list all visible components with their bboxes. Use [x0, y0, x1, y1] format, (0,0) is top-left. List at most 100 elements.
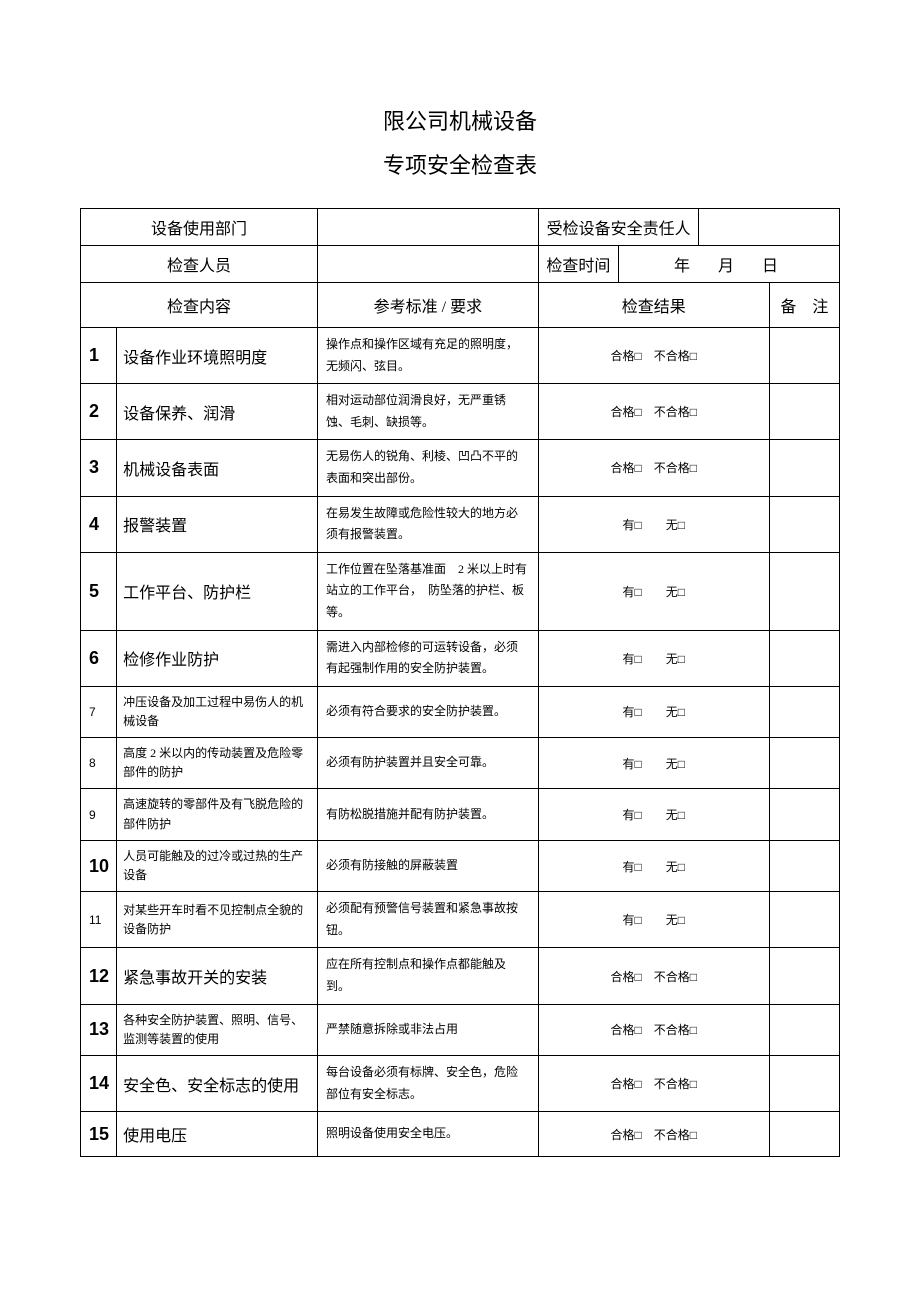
result-pass[interactable]: 合格□: [610, 970, 641, 984]
result-fail[interactable]: 不合格□: [654, 1077, 697, 1091]
row-standard: 操作点和操作区域有充足的照明度，无频闪、弦目。: [317, 328, 538, 384]
row-result[interactable]: 有□ 无□: [538, 630, 769, 686]
result-no[interactable]: 无□: [666, 652, 685, 666]
row-standard: 相对运动部位润滑良好，无严重锈蚀、毛刺、缺损等。: [317, 384, 538, 440]
row-item: 机械设备表面: [117, 440, 318, 496]
dept-label: 设备使用部门: [81, 209, 318, 246]
table-row: 13各种安全防护装置、照明、信号、监测等装置的使用严禁随意拆除或非法占用合格□ …: [81, 1004, 840, 1055]
row-standard: 应在所有控制点和操作点都能触及到。: [317, 948, 538, 1004]
row-result[interactable]: 有□ 无□: [538, 552, 769, 630]
row-result[interactable]: 合格□ 不合格□: [538, 948, 769, 1004]
table-row: 6检修作业防护需进入内部检修的可运转设备，必须有起强制作用的安全防护装置。有□ …: [81, 630, 840, 686]
row-standard: 必须有防护装置并且安全可靠。: [317, 738, 538, 789]
result-yes[interactable]: 有□: [622, 757, 641, 771]
row-standard: 需进入内部检修的可运转设备，必须有起强制作用的安全防护装置。: [317, 630, 538, 686]
result-yes[interactable]: 有□: [622, 585, 641, 599]
row-item: 冲压设备及加工过程中易伤人的机械设备: [117, 686, 318, 737]
row-result[interactable]: 有□ 无□: [538, 496, 769, 552]
result-no[interactable]: 无□: [666, 860, 685, 874]
row-result[interactable]: 有□ 无□: [538, 686, 769, 737]
row-result[interactable]: 合格□ 不合格□: [538, 1055, 769, 1111]
result-fail[interactable]: 不合格□: [654, 970, 697, 984]
row-item: 检修作业防护: [117, 630, 318, 686]
row-standard: 在易发生故障或危险性较大的地方必须有报警装置。: [317, 496, 538, 552]
result-no[interactable]: 无□: [666, 808, 685, 822]
row-result[interactable]: 合格□ 不合格□: [538, 440, 769, 496]
result-yes[interactable]: 有□: [622, 518, 641, 532]
result-no[interactable]: 无□: [666, 705, 685, 719]
row-result[interactable]: 有□ 无□: [538, 738, 769, 789]
result-pass[interactable]: 合格□: [610, 1077, 641, 1091]
result-fail[interactable]: 不合格□: [654, 1128, 697, 1142]
col-standard: 参考标准 / 要求: [317, 283, 538, 328]
result-yes[interactable]: 有□: [622, 652, 641, 666]
row-remark[interactable]: [769, 552, 839, 630]
table-row: 15使用电压照明设备使用安全电压。合格□ 不合格□: [81, 1112, 840, 1157]
result-pass[interactable]: 合格□: [610, 349, 641, 363]
row-remark[interactable]: [769, 328, 839, 384]
row-remark[interactable]: [769, 738, 839, 789]
row-standard: 照明设备使用安全电压。: [317, 1112, 538, 1157]
row-remark[interactable]: [769, 840, 839, 891]
row-result[interactable]: 合格□ 不合格□: [538, 1112, 769, 1157]
row-remark[interactable]: [769, 384, 839, 440]
result-no[interactable]: 无□: [666, 585, 685, 599]
result-no[interactable]: 无□: [666, 913, 685, 927]
result-no[interactable]: 无□: [666, 518, 685, 532]
inspector-value[interactable]: [317, 246, 538, 283]
row-result[interactable]: 有□ 无□: [538, 840, 769, 891]
row-item: 设备作业环境照明度: [117, 328, 318, 384]
row-remark[interactable]: [769, 789, 839, 840]
row-remark[interactable]: [769, 686, 839, 737]
result-pass[interactable]: 合格□: [610, 1023, 641, 1037]
time-value[interactable]: 年 月 日: [619, 246, 840, 283]
row-result[interactable]: 合格□ 不合格□: [538, 328, 769, 384]
row-remark[interactable]: [769, 1055, 839, 1111]
table-row: 4报警装置在易发生故障或危险性较大的地方必须有报警装置。有□ 无□: [81, 496, 840, 552]
table-row: 7冲压设备及加工过程中易伤人的机械设备必须有符合要求的安全防护装置。有□ 无□: [81, 686, 840, 737]
col-content: 检查内容: [81, 283, 318, 328]
time-label: 检查时间: [538, 246, 618, 283]
row-remark[interactable]: [769, 630, 839, 686]
row-standard: 必须配有预警信号装置和紧急事故按钮。: [317, 892, 538, 948]
row-result[interactable]: 合格□ 不合格□: [538, 1004, 769, 1055]
row-number: 11: [81, 892, 117, 948]
result-pass[interactable]: 合格□: [610, 461, 641, 475]
result-pass[interactable]: 合格□: [610, 405, 641, 419]
result-fail[interactable]: 不合格□: [654, 461, 697, 475]
row-number: 15: [81, 1112, 117, 1157]
row-number: 2: [81, 384, 117, 440]
row-result[interactable]: 有□ 无□: [538, 789, 769, 840]
table-row: 9高速旋转的零部件及有飞脱危险的部件防护有防松脱措施并配有防护装置。有□ 无□: [81, 789, 840, 840]
row-remark[interactable]: [769, 1004, 839, 1055]
result-yes[interactable]: 有□: [622, 860, 641, 874]
row-result[interactable]: 有□ 无□: [538, 892, 769, 948]
row-remark[interactable]: [769, 1112, 839, 1157]
table-row: 11对某些开车时看不见控制点全貌的设备防护必须配有预警信号装置和紧急事故按钮。有…: [81, 892, 840, 948]
result-fail[interactable]: 不合格□: [654, 1023, 697, 1037]
dept-value[interactable]: [317, 209, 538, 246]
row-result[interactable]: 合格□ 不合格□: [538, 384, 769, 440]
row-remark[interactable]: [769, 496, 839, 552]
row-standard: 必须有符合要求的安全防护装置。: [317, 686, 538, 737]
result-fail[interactable]: 不合格□: [654, 405, 697, 419]
row-standard: 工作位置在坠落基准面 2 米以上时有站立的工作平台， 防坠落的护栏、板等。: [317, 552, 538, 630]
responsible-value[interactable]: [699, 209, 840, 246]
col-remark: 备 注: [769, 283, 839, 328]
inspection-table: 设备使用部门 受检设备安全责任人 检查人员 检查时间 年 月 日 检查内容 参考…: [80, 208, 840, 1157]
title-line-2: 专项安全检查表: [80, 144, 840, 188]
result-pass[interactable]: 合格□: [610, 1128, 641, 1142]
row-number: 6: [81, 630, 117, 686]
row-number: 13: [81, 1004, 117, 1055]
result-yes[interactable]: 有□: [622, 705, 641, 719]
result-yes[interactable]: 有□: [622, 808, 641, 822]
row-item: 各种安全防护装置、照明、信号、监测等装置的使用: [117, 1004, 318, 1055]
row-remark[interactable]: [769, 948, 839, 1004]
row-remark[interactable]: [769, 440, 839, 496]
result-fail[interactable]: 不合格□: [654, 349, 697, 363]
row-item: 对某些开车时看不见控制点全貌的设备防护: [117, 892, 318, 948]
result-no[interactable]: 无□: [666, 757, 685, 771]
header-row-2: 检查人员 检查时间 年 月 日: [81, 246, 840, 283]
result-yes[interactable]: 有□: [622, 913, 641, 927]
row-remark[interactable]: [769, 892, 839, 948]
